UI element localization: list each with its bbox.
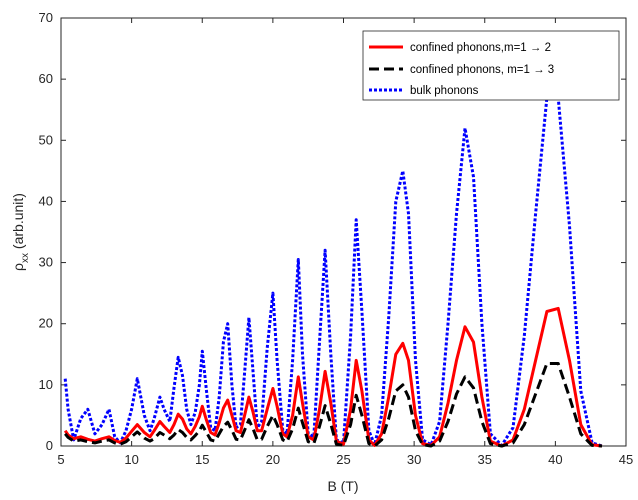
y-tick-label: 50	[39, 132, 53, 147]
x-tick-label: 25	[336, 452, 350, 467]
y-axis-title-unit: (arb.unit)	[10, 193, 26, 253]
x-tick-label: 10	[124, 452, 138, 467]
x-tick-label: 40	[548, 452, 562, 467]
x-tick-label: 15	[195, 452, 209, 467]
legend-label-bulk: bulk phonons	[410, 85, 479, 97]
x-tick-label: 20	[266, 452, 280, 467]
x-tick-label: 30	[407, 452, 421, 467]
y-tick-label: 70	[39, 10, 53, 25]
y-tick-label: 40	[39, 193, 53, 208]
x-axis-title: B (T)	[327, 478, 358, 494]
legend: confined phonons,m=1 → 2 confined phonon…	[362, 30, 620, 101]
series-line-confined-m2	[63, 306, 603, 448]
x-tick-label: 5	[57, 452, 64, 467]
y-tick-label: 10	[39, 377, 53, 392]
series-lines	[63, 96, 603, 448]
y-axis-title-subscript: xx	[20, 253, 31, 263]
y-axis-title: ρxx (arb.unit)	[10, 193, 31, 271]
y-tick-label: 20	[39, 316, 53, 331]
y-axis-title-symbol: ρ	[10, 263, 26, 271]
legend-label-confined-m3: confined phonons, m=1 → 3	[410, 64, 554, 76]
y-tick-label: 60	[39, 71, 53, 86]
series-line-bulk	[63, 96, 603, 448]
y-tick-label: 0	[46, 438, 53, 453]
legend-box	[362, 30, 620, 101]
x-tick-label: 35	[478, 452, 492, 467]
legend-label-confined-m2: confined phonons,m=1 → 2	[410, 42, 551, 54]
axis-ticks: 5 10 15 20 25 30 35 40 45 0 10 20 30 40 50 60 70	[39, 10, 634, 467]
x-tick-label: 45	[619, 452, 633, 467]
y-tick-label: 30	[39, 255, 53, 270]
series-line-confined-m3	[64, 362, 603, 448]
